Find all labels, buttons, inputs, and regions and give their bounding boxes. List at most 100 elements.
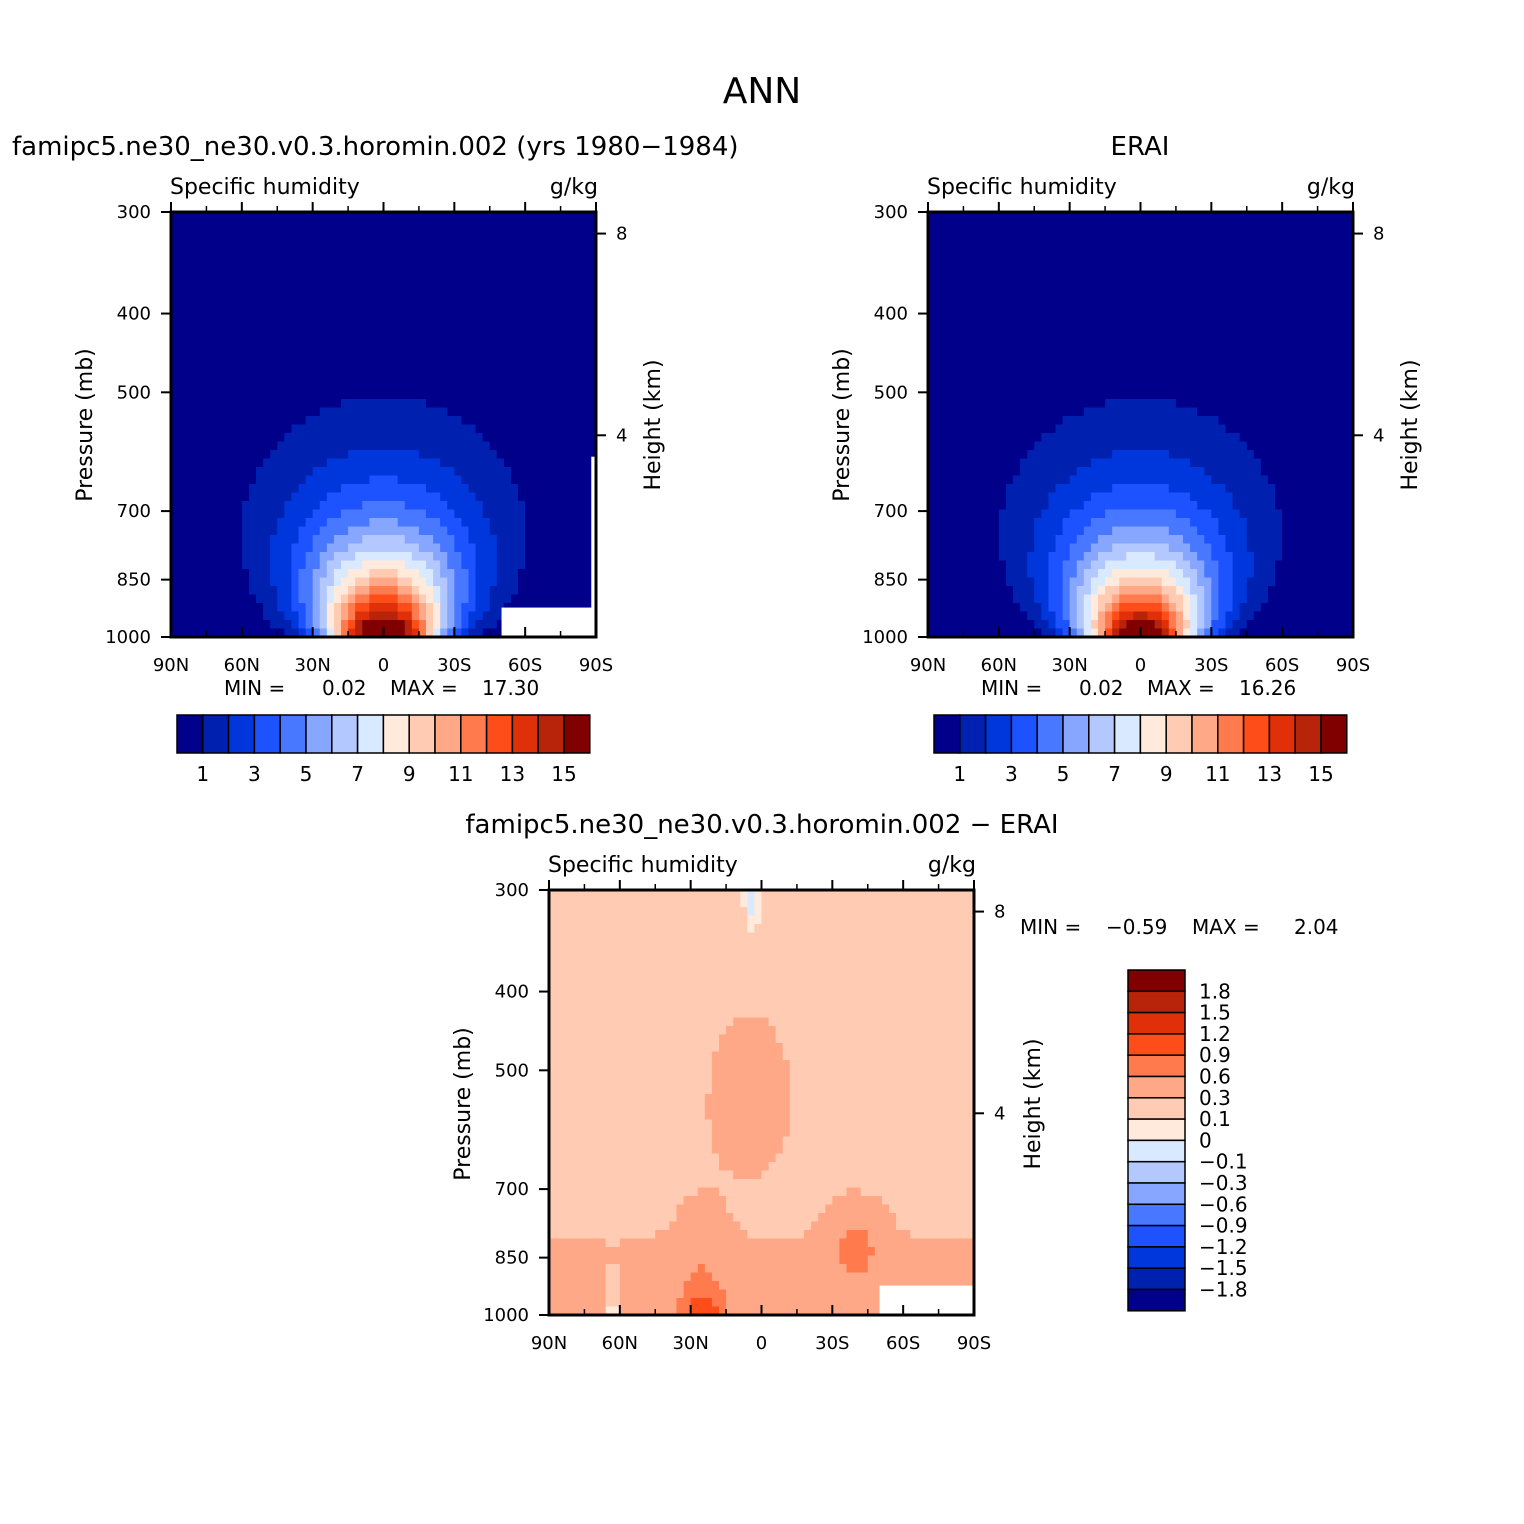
field-cell xyxy=(447,450,455,460)
field-cell xyxy=(1098,297,1106,307)
field-cell xyxy=(1055,577,1064,587)
field-cell xyxy=(489,373,498,383)
field-cell xyxy=(1147,628,1156,638)
field-cell xyxy=(489,237,498,247)
field-cell xyxy=(1013,560,1021,570)
field-cell xyxy=(369,263,378,273)
field-cell xyxy=(397,450,406,460)
field-cell xyxy=(227,450,236,460)
field-cell xyxy=(369,237,378,247)
field-cell xyxy=(1126,518,1135,528)
field-cell xyxy=(1098,416,1106,426)
field-cell xyxy=(227,492,236,502)
field-cell xyxy=(1161,424,1170,434)
field-cell xyxy=(553,577,562,587)
field-cell xyxy=(220,518,229,528)
field-cell xyxy=(348,212,356,222)
field-cell xyxy=(227,518,236,528)
field-cell xyxy=(1055,416,1064,426)
field-cell xyxy=(1076,390,1085,400)
field-cell xyxy=(468,348,477,358)
field-cell xyxy=(567,373,576,383)
field-cell xyxy=(454,577,463,587)
field-cell xyxy=(532,501,540,511)
field-cell xyxy=(220,314,229,324)
field-cell xyxy=(376,314,385,324)
field-cell xyxy=(171,305,179,315)
field-cell xyxy=(963,288,972,298)
field-cell xyxy=(376,603,385,613)
field-cell xyxy=(1083,552,1092,562)
field-cell xyxy=(1027,552,1035,562)
field-cell xyxy=(991,348,1000,358)
field-cell xyxy=(1098,356,1106,366)
field-cell xyxy=(362,407,370,417)
field-cell xyxy=(362,433,370,443)
field-cell xyxy=(319,339,328,349)
field-cell xyxy=(496,577,505,587)
field-cell xyxy=(241,288,250,298)
field-cell xyxy=(397,518,406,528)
field-cell xyxy=(454,263,463,273)
field-cell xyxy=(333,628,342,638)
field-cell xyxy=(984,458,993,468)
field-cell xyxy=(928,314,936,324)
field-cell xyxy=(949,297,957,307)
field-cell xyxy=(581,484,590,494)
field-cell xyxy=(1005,339,1014,349)
field-cell xyxy=(433,560,441,570)
field-cell xyxy=(553,246,562,256)
field-cell xyxy=(1112,348,1120,358)
field-cell xyxy=(291,220,300,230)
field-cell xyxy=(949,212,957,222)
field-cell xyxy=(1041,399,1050,409)
field-cell xyxy=(489,577,498,587)
field-cell xyxy=(1069,297,1078,307)
field-cell xyxy=(935,526,943,536)
field-cell xyxy=(178,365,186,375)
field-cell xyxy=(454,297,463,307)
field-cell xyxy=(1020,322,1028,332)
field-cell xyxy=(1055,407,1064,417)
field-cell xyxy=(475,535,484,545)
field-cell xyxy=(270,569,278,579)
field-cell xyxy=(333,475,342,485)
field-cell xyxy=(1168,492,1177,502)
field-cell xyxy=(312,543,321,553)
field-cell xyxy=(482,305,491,315)
field-cell xyxy=(1041,577,1050,587)
field-cell xyxy=(369,441,378,451)
field-cell xyxy=(935,543,943,553)
field-cell xyxy=(949,475,957,485)
field-cell xyxy=(426,552,434,562)
field-cell xyxy=(546,212,555,222)
field-cell xyxy=(970,322,979,332)
field-cell xyxy=(326,229,335,239)
field-cell xyxy=(348,288,356,298)
field-cell xyxy=(199,331,208,341)
field-cell xyxy=(333,229,342,239)
field-cell xyxy=(928,373,936,383)
field-cell xyxy=(284,611,293,621)
field-cell xyxy=(553,348,562,358)
field-cell xyxy=(305,594,314,604)
field-cell xyxy=(1098,586,1106,596)
field-cell xyxy=(546,322,555,332)
field-cell xyxy=(433,399,441,409)
field-cell xyxy=(1098,365,1106,375)
field-cell xyxy=(1190,467,1198,477)
field-cell xyxy=(411,365,420,375)
field-cell xyxy=(511,390,519,400)
field-cell xyxy=(468,331,477,341)
field-cell xyxy=(489,390,498,400)
field-cell xyxy=(305,280,314,290)
field-cell xyxy=(1175,467,1184,477)
field-cell xyxy=(1083,509,1092,519)
field-cell xyxy=(433,526,441,536)
field-cell xyxy=(270,441,278,451)
y-tick-label: 1000 xyxy=(105,627,151,648)
field-cell xyxy=(518,322,526,332)
field-cell xyxy=(227,620,236,630)
field-cell xyxy=(234,628,243,638)
field-cell xyxy=(362,543,370,553)
